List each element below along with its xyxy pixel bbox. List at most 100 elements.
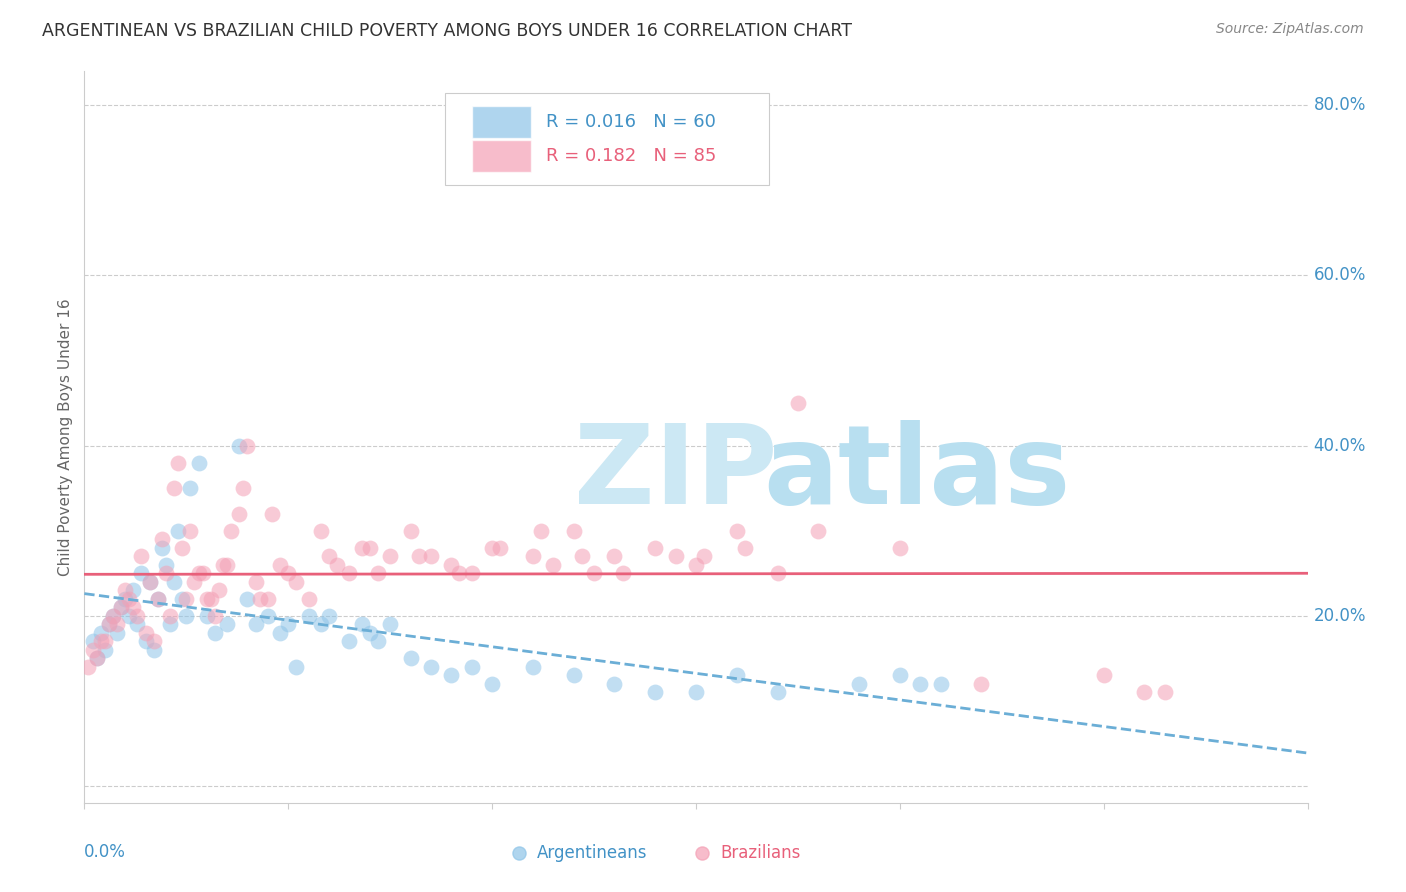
- Point: [889, 541, 911, 555]
- Point: [522, 659, 544, 673]
- Point: [204, 625, 226, 640]
- Point: [118, 591, 141, 606]
- Point: [110, 600, 132, 615]
- Point: [693, 549, 716, 563]
- Point: [131, 566, 153, 581]
- Point: [101, 608, 124, 623]
- Point: [489, 541, 512, 555]
- Point: [440, 558, 463, 572]
- Point: [277, 617, 299, 632]
- Y-axis label: Child Poverty Among Boys Under 16: Child Poverty Among Boys Under 16: [58, 298, 73, 576]
- Point: [172, 541, 194, 555]
- Point: [522, 549, 544, 563]
- Text: 0.0%: 0.0%: [84, 843, 127, 861]
- Point: [131, 549, 153, 563]
- FancyBboxPatch shape: [472, 140, 531, 172]
- Point: [191, 566, 214, 581]
- Point: [118, 608, 141, 623]
- Point: [562, 524, 585, 538]
- Point: [399, 651, 422, 665]
- Point: [908, 677, 931, 691]
- Point: [138, 574, 160, 589]
- Point: [135, 625, 157, 640]
- Point: [159, 617, 181, 632]
- Point: [367, 634, 389, 648]
- Point: [420, 659, 443, 673]
- Point: [179, 481, 201, 495]
- Point: [350, 617, 373, 632]
- Point: [159, 608, 181, 623]
- Text: Brazilians: Brazilians: [720, 844, 801, 862]
- Point: [82, 642, 104, 657]
- Point: [285, 659, 308, 673]
- Point: [163, 574, 186, 589]
- Point: [725, 668, 748, 682]
- Point: [318, 549, 340, 563]
- Point: [664, 549, 686, 563]
- Point: [135, 634, 157, 648]
- Point: [150, 532, 173, 546]
- Text: R = 0.016   N = 60: R = 0.016 N = 60: [546, 113, 716, 131]
- Point: [339, 566, 360, 581]
- Point: [309, 524, 332, 538]
- Point: [380, 617, 402, 632]
- Text: ARGENTINEAN VS BRAZILIAN CHILD POVERTY AMONG BOYS UNDER 16 CORRELATION CHART: ARGENTINEAN VS BRAZILIAN CHILD POVERTY A…: [42, 22, 852, 40]
- Point: [766, 685, 789, 699]
- Point: [217, 558, 239, 572]
- Point: [245, 617, 267, 632]
- Point: [725, 524, 748, 538]
- Point: [127, 617, 149, 632]
- Point: [309, 617, 332, 632]
- Point: [359, 625, 381, 640]
- Point: [155, 558, 177, 572]
- Point: [1153, 685, 1175, 699]
- Point: [122, 583, 145, 598]
- Point: [399, 524, 422, 538]
- Point: [285, 574, 308, 589]
- Point: [481, 541, 503, 555]
- Point: [174, 591, 197, 606]
- Text: Source: ZipAtlas.com: Source: ZipAtlas.com: [1216, 22, 1364, 37]
- Point: [163, 481, 186, 495]
- Point: [461, 566, 484, 581]
- Point: [461, 659, 484, 673]
- Point: [228, 507, 250, 521]
- Point: [298, 608, 321, 623]
- Point: [440, 668, 463, 682]
- Point: [86, 651, 108, 665]
- Point: [86, 651, 108, 665]
- Point: [1133, 685, 1156, 699]
- Point: [142, 642, 165, 657]
- Point: [257, 608, 280, 623]
- Point: [179, 524, 201, 538]
- Point: [114, 583, 136, 598]
- Point: [612, 566, 634, 581]
- Point: [155, 566, 177, 581]
- Point: [105, 617, 128, 632]
- Text: Argentineans: Argentineans: [537, 844, 647, 862]
- Point: [208, 583, 231, 598]
- Point: [582, 566, 605, 581]
- Point: [114, 591, 136, 606]
- Point: [359, 541, 381, 555]
- Point: [195, 608, 218, 623]
- Point: [318, 608, 340, 623]
- Point: [367, 566, 389, 581]
- Point: [807, 524, 830, 538]
- Point: [82, 634, 104, 648]
- Point: [766, 566, 789, 581]
- Point: [228, 439, 250, 453]
- Point: [269, 625, 291, 640]
- Point: [848, 677, 870, 691]
- Point: [167, 456, 190, 470]
- Point: [257, 591, 280, 606]
- Text: 80.0%: 80.0%: [1313, 96, 1367, 114]
- Point: [101, 608, 124, 623]
- Point: [204, 608, 226, 623]
- Point: [326, 558, 349, 572]
- Point: [110, 600, 132, 615]
- Point: [420, 549, 443, 563]
- Point: [277, 566, 299, 581]
- Point: [150, 541, 173, 555]
- Point: [530, 524, 553, 538]
